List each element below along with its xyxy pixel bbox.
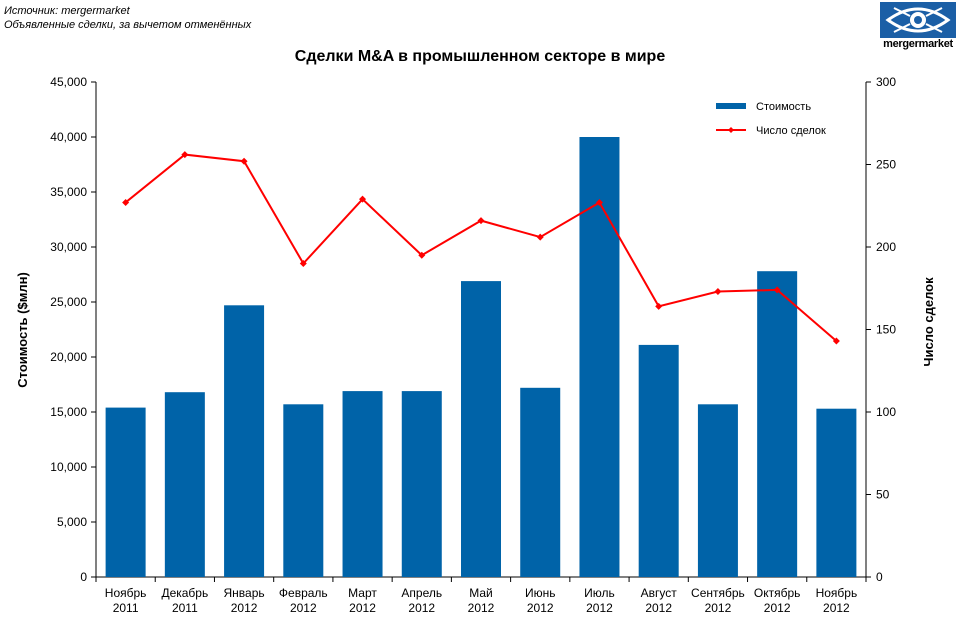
x-tick-label-year: 2012 [527,601,554,615]
x-tick-label-month: Январь [224,586,265,600]
right-tick-label: 150 [876,323,896,337]
bar [757,271,798,577]
left-tick-label: 45,000 [50,75,87,89]
chart-title: Сделки M&A в промышленном секторе в мире [294,48,666,65]
logo-text: mergermarket [883,38,953,50]
x-tick-label-year: 2012 [468,601,495,615]
left-tick-label: 25,000 [50,295,87,309]
bar [283,404,324,577]
bar [520,387,561,577]
left-axis-ticks: 0 5,000 10,000 15,000 20,000 25,000 30,000 35,0… [50,75,96,584]
line-point [536,233,544,241]
line-point [359,195,367,203]
bar [816,408,857,577]
y2-axis-title: Число сделок [921,277,936,367]
left-tick-label: 30,000 [50,240,87,254]
right-axis-ticks: 0 50 100 150 200 250 300 [866,75,896,584]
x-tick-label-year: 2011 [113,601,139,615]
line-point [240,157,248,165]
legend-label-line: Число сделок [756,125,826,137]
left-tick-label: 0 [80,570,87,584]
x-tick-label-month: Июнь [525,586,556,600]
x-tick-label-month: Апрель [401,586,442,600]
x-tick-label-month: Декабрь [161,586,208,600]
x-tick-label-year: 2012 [408,601,435,615]
legend-swatch-bar [716,103,746,109]
source-line-2: Объявленные сделки, за вычетом отменённы… [4,19,252,31]
x-tick-label-month: Февраль [279,586,328,600]
x-tick-label-year: 2012 [586,601,613,615]
left-tick-label: 10,000 [50,460,87,474]
x-tick-label-year: 2012 [764,601,791,615]
x-axis-ticks: Ноябрь2011Декабрь2011Январь2012Февраль20… [95,577,867,615]
bar [461,281,501,577]
bar [638,344,679,577]
bar [224,305,265,577]
x-tick-label-year: 2011 [172,601,198,615]
line-point [181,151,189,159]
bar [697,404,738,577]
left-tick-label: 15,000 [50,405,87,419]
eye-icon [880,2,956,38]
x-tick-label-year: 2012 [705,601,732,615]
line-point [773,286,781,294]
x-tick-label-month: Август [641,586,678,600]
line-point [477,217,485,225]
line-point [714,288,722,296]
right-tick-label: 300 [876,75,896,89]
line-point [595,198,603,206]
x-tick-label-year: 2012 [823,601,850,615]
source-line-1: Источник: mergermarket [4,5,130,17]
line-point [655,302,663,310]
line-point [122,198,130,206]
x-tick-label-year: 2012 [290,601,317,615]
y-axis-title: Стоимость ($млн) [15,272,30,388]
x-tick-label-year: 2012 [645,601,672,615]
x-tick-label-month: Ноябрь [105,586,147,600]
bar-series [105,137,857,577]
x-tick-label-month: Ноябрь [816,586,858,600]
x-tick-label-month: Сентябрь [691,586,745,600]
legend: Стоимость Число сделок [716,101,826,137]
x-tick-label-month: Октябрь [754,586,801,600]
bar [342,391,383,577]
right-tick-label: 50 [876,488,890,502]
bar [105,407,146,577]
bar [401,391,442,577]
right-tick-label: 200 [876,240,896,254]
line-point [418,251,426,259]
x-tick-label-year: 2012 [349,601,376,615]
x-tick-label-month: Июль [584,586,615,600]
legend-swatch-marker [728,127,734,133]
bar [164,392,205,577]
right-tick-label: 100 [876,405,896,419]
x-tick-label-month: Май [469,586,493,600]
right-tick-label: 250 [876,158,896,172]
left-tick-label: 40,000 [50,130,87,144]
x-tick-label-year: 2012 [231,601,258,615]
line-series [122,151,840,345]
left-tick-label: 20,000 [50,350,87,364]
line-point [832,337,840,345]
right-tick-label: 0 [876,570,883,584]
left-tick-label: 35,000 [50,185,87,199]
left-tick-label: 5,000 [57,515,87,529]
source-note: Источник: mergermarket Объявленные сделк… [4,4,251,32]
line-point [299,260,307,267]
legend-label-bar: Стоимость [756,101,811,113]
mergermarket-logo: mergermarket [880,2,956,52]
x-tick-label-month: Март [348,586,377,600]
